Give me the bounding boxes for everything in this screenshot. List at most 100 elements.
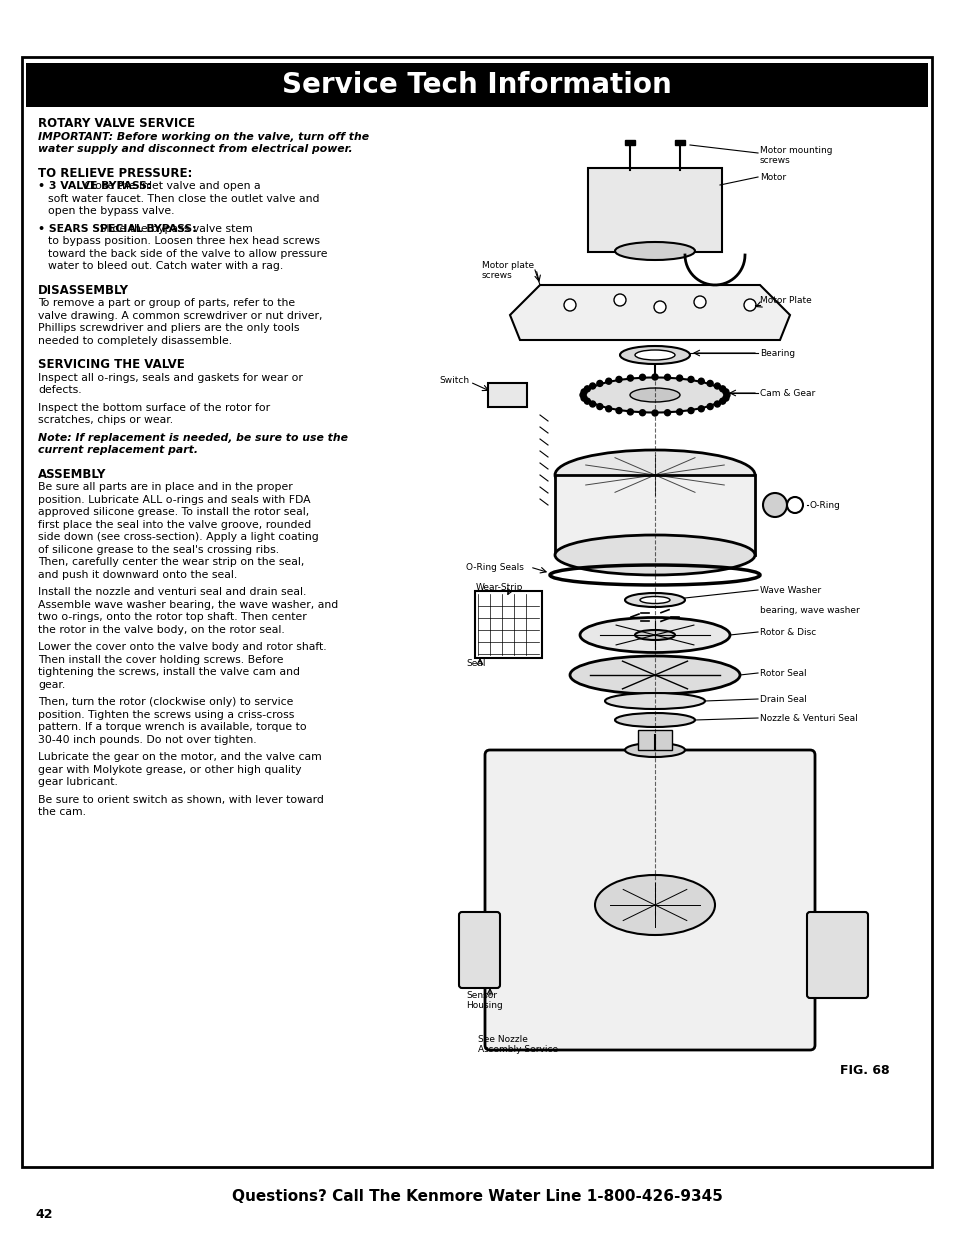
Circle shape — [723, 391, 729, 398]
Text: Sensor: Sensor — [465, 990, 497, 999]
Ellipse shape — [619, 346, 689, 364]
Circle shape — [639, 374, 645, 380]
Circle shape — [706, 404, 713, 410]
Ellipse shape — [604, 693, 704, 709]
Circle shape — [605, 378, 611, 384]
Ellipse shape — [569, 656, 740, 694]
Ellipse shape — [624, 593, 684, 606]
FancyBboxPatch shape — [555, 475, 754, 555]
Text: bearing, wave washer: bearing, wave washer — [760, 605, 859, 615]
Circle shape — [584, 385, 590, 391]
Circle shape — [651, 410, 658, 416]
Text: screws: screws — [481, 270, 512, 279]
Ellipse shape — [629, 388, 679, 403]
Text: and push it downward onto the seal.: and push it downward onto the seal. — [38, 569, 237, 579]
Circle shape — [786, 496, 802, 513]
Text: Service Tech Information: Service Tech Information — [282, 70, 671, 99]
Circle shape — [563, 299, 576, 311]
Text: Inspect all o-rings, seals and gaskets for wear or: Inspect all o-rings, seals and gaskets f… — [38, 373, 302, 383]
FancyBboxPatch shape — [22, 57, 931, 1167]
Text: • 3 VALVE BYPASS:: • 3 VALVE BYPASS: — [38, 182, 152, 191]
Ellipse shape — [615, 713, 695, 727]
Text: ASSEMBLY: ASSEMBLY — [38, 468, 107, 480]
Text: the rotor in the valve body, on the rotor seal.: the rotor in the valve body, on the roto… — [38, 625, 284, 635]
Circle shape — [589, 383, 595, 389]
Text: FIG. 68: FIG. 68 — [840, 1063, 889, 1077]
Text: DISASSEMBLY: DISASSEMBLY — [38, 284, 129, 296]
Text: Nozzle & Venturi Seal: Nozzle & Venturi Seal — [760, 714, 857, 722]
Text: defects.: defects. — [38, 385, 82, 395]
Circle shape — [616, 408, 621, 414]
FancyBboxPatch shape — [484, 750, 814, 1050]
Text: Install the nozzle and venturi seal and drain seal.: Install the nozzle and venturi seal and … — [38, 587, 306, 597]
Ellipse shape — [555, 535, 754, 576]
Circle shape — [627, 375, 633, 382]
Text: Motor plate: Motor plate — [481, 261, 534, 269]
Text: Motor Plate: Motor Plate — [760, 295, 811, 305]
Bar — [675, 140, 684, 144]
Text: approved silicone grease. To install the rotor seal,: approved silicone grease. To install the… — [38, 508, 309, 517]
Text: toward the back side of the valve to allow pressure: toward the back side of the valve to all… — [48, 248, 327, 258]
Circle shape — [714, 401, 720, 408]
Ellipse shape — [579, 618, 729, 652]
Text: Assemble wave washer bearing, the wave washer, and: Assemble wave washer bearing, the wave w… — [38, 599, 338, 610]
Text: position. Lubricate ALL o-rings and seals with FDA: position. Lubricate ALL o-rings and seal… — [38, 494, 311, 505]
Text: To remove a part or group of parts, refer to the: To remove a part or group of parts, refe… — [38, 298, 294, 308]
Circle shape — [676, 409, 682, 415]
Text: gear.: gear. — [38, 679, 65, 689]
Text: water supply and disconnect from electrical power.: water supply and disconnect from electri… — [38, 144, 353, 154]
Text: the cam.: the cam. — [38, 806, 86, 818]
Text: first place the seal into the valve groove, rounded: first place the seal into the valve groo… — [38, 520, 311, 530]
Circle shape — [579, 391, 585, 398]
Text: SERVICING THE VALVE: SERVICING THE VALVE — [38, 358, 185, 370]
Text: Wave Washer: Wave Washer — [760, 585, 821, 594]
Circle shape — [687, 377, 693, 383]
Text: water to bleed out. Catch water with a rag.: water to bleed out. Catch water with a r… — [48, 261, 283, 270]
Text: • SEARS SPECIAL BYPASS:: • SEARS SPECIAL BYPASS: — [38, 224, 196, 233]
Text: Note: If replacement is needed, be sure to use the: Note: If replacement is needed, be sure … — [38, 432, 348, 442]
Circle shape — [664, 410, 670, 416]
Text: Then, carefully center the wear strip on the seal,: Then, carefully center the wear strip on… — [38, 557, 304, 567]
Ellipse shape — [615, 242, 695, 261]
Text: 30-40 inch pounds. Do not over tighten.: 30-40 inch pounds. Do not over tighten. — [38, 735, 256, 745]
FancyBboxPatch shape — [26, 63, 927, 107]
Text: Drain Seal: Drain Seal — [760, 694, 806, 704]
Circle shape — [651, 374, 658, 380]
Ellipse shape — [635, 630, 675, 640]
Text: Switch: Switch — [439, 375, 470, 384]
Text: Bearing: Bearing — [760, 348, 794, 357]
FancyBboxPatch shape — [587, 168, 721, 252]
Text: pattern. If a torque wrench is available, torque to: pattern. If a torque wrench is available… — [38, 722, 306, 732]
Ellipse shape — [584, 378, 724, 412]
Text: Motor: Motor — [760, 173, 785, 182]
Text: side down (see cross-section). Apply a light coating: side down (see cross-section). Apply a l… — [38, 532, 318, 542]
Ellipse shape — [624, 743, 684, 757]
Text: needed to completely disassemble.: needed to completely disassemble. — [38, 336, 232, 346]
Text: valve drawing. A common screwdriver or nut driver,: valve drawing. A common screwdriver or n… — [38, 310, 322, 321]
Text: tightening the screws, install the valve cam and: tightening the screws, install the valve… — [38, 667, 299, 677]
Text: See Nozzle: See Nozzle — [477, 1035, 527, 1044]
Circle shape — [639, 410, 645, 416]
Circle shape — [589, 401, 595, 408]
Text: to bypass position. Loosen three hex head screws: to bypass position. Loosen three hex hea… — [48, 236, 319, 246]
Text: TO RELIEVE PRESSURE:: TO RELIEVE PRESSURE: — [38, 167, 193, 179]
Text: soft water faucet. Then close the outlet valve and: soft water faucet. Then close the outlet… — [48, 194, 319, 204]
Circle shape — [597, 404, 602, 410]
Text: Motor mounting: Motor mounting — [760, 146, 832, 154]
Text: O-Ring: O-Ring — [809, 500, 840, 510]
Text: current replacement part.: current replacement part. — [38, 445, 198, 454]
Circle shape — [719, 385, 725, 391]
Circle shape — [714, 383, 720, 389]
Ellipse shape — [635, 350, 675, 359]
Text: Lower the cover onto the valve body and rotor shaft.: Lower the cover onto the valve body and … — [38, 642, 326, 652]
Text: two o-rings, onto the rotor top shaft. Then center: two o-rings, onto the rotor top shaft. T… — [38, 613, 307, 622]
Text: Rotor Seal: Rotor Seal — [760, 668, 806, 678]
Circle shape — [597, 380, 602, 387]
Text: of silicone grease to the seal's crossing ribs.: of silicone grease to the seal's crossin… — [38, 545, 279, 555]
Text: Be sure to orient switch as shown, with lever toward: Be sure to orient switch as shown, with … — [38, 794, 323, 804]
Circle shape — [722, 395, 728, 401]
Circle shape — [676, 375, 682, 382]
Text: gear with Molykote grease, or other high quality: gear with Molykote grease, or other high… — [38, 764, 301, 774]
Text: open the bypass valve.: open the bypass valve. — [48, 206, 174, 216]
Text: Then install the cover holding screws. Before: Then install the cover holding screws. B… — [38, 655, 283, 664]
